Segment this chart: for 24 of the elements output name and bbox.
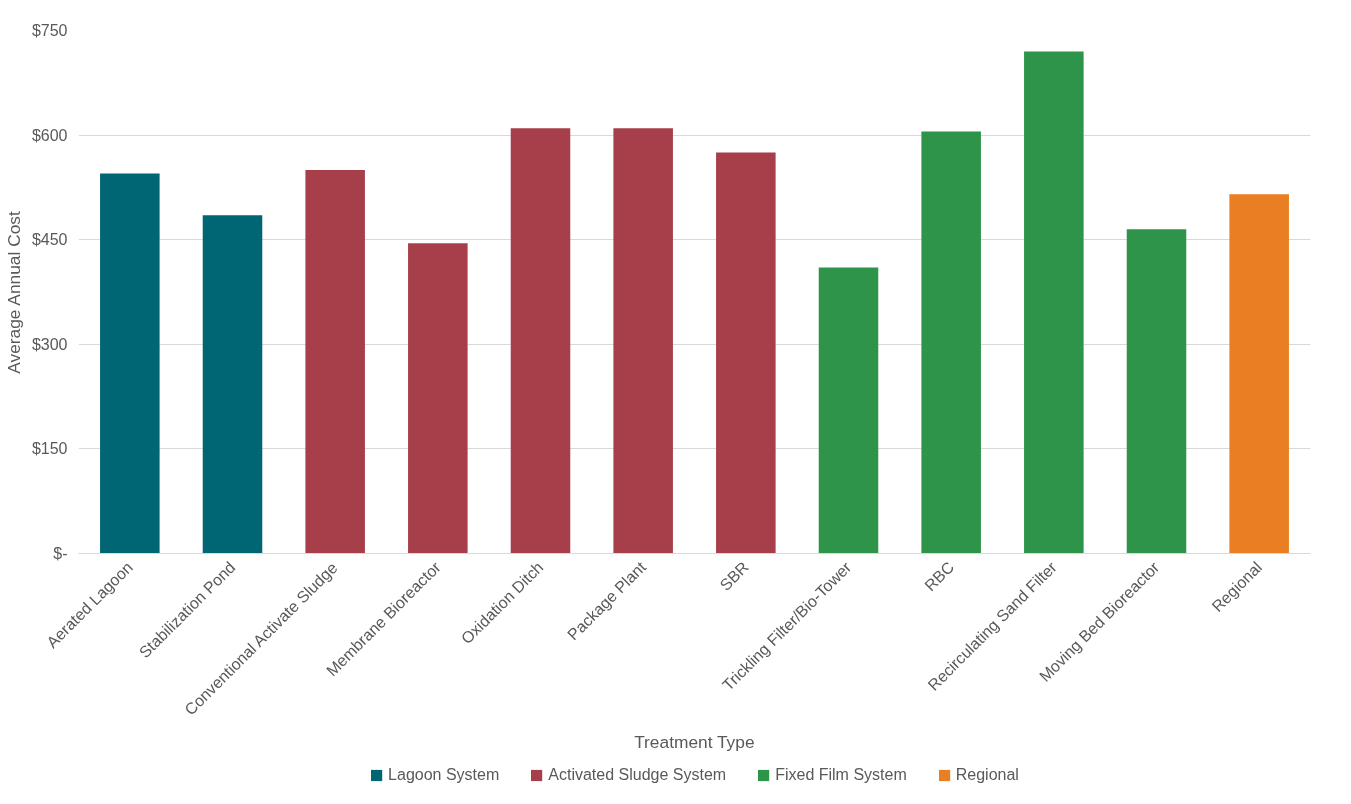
bar [818, 267, 879, 554]
bar [100, 173, 160, 554]
legend-label: Lagoon System [388, 766, 500, 784]
x-axis-title: Treatment Type [634, 732, 755, 753]
y-tick-label: $300 [31, 335, 68, 353]
legend-label: Fixed Film System [775, 766, 907, 784]
bar [921, 131, 981, 554]
bar [1229, 194, 1289, 554]
y-tick-label: $450 [31, 231, 68, 249]
bar [408, 243, 468, 554]
y-tick-label: $- [53, 545, 68, 562]
y-tick-label: $600 [31, 126, 68, 144]
y-axis-title: Average Annual Cost [3, 211, 24, 374]
bar [613, 128, 673, 554]
bar [716, 152, 776, 554]
bar [202, 215, 263, 554]
bar [305, 169, 365, 554]
bar [1024, 51, 1084, 554]
legend-label: Activated Sludge System [548, 766, 727, 784]
legend-label: Regional [955, 766, 1019, 784]
bar [510, 128, 571, 554]
y-tick-label: $750 [31, 22, 68, 39]
bar [1126, 229, 1187, 554]
y-tick-label: $150 [31, 440, 68, 458]
